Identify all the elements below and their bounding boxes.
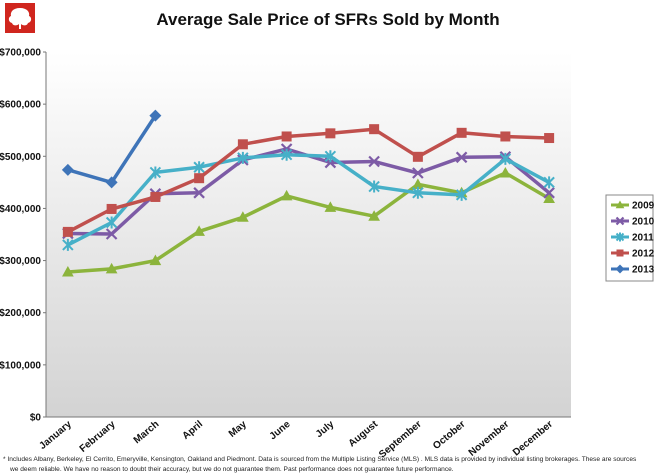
legend-label: 2012 xyxy=(632,249,655,260)
data-point xyxy=(105,228,118,240)
data-point xyxy=(412,167,424,179)
legend-item-2009: 2009 xyxy=(611,200,655,212)
data-point xyxy=(237,211,249,222)
data-point xyxy=(543,192,555,204)
data-point xyxy=(105,216,118,229)
data-point xyxy=(544,133,555,144)
data-point xyxy=(193,225,205,236)
data-point xyxy=(324,150,337,163)
data-point xyxy=(412,186,424,199)
data-point xyxy=(149,109,162,122)
data-point xyxy=(615,216,625,226)
y-axis-ticks: $0 $100,000 $200,000 $300,000 $400,000 $500,0… xyxy=(0,48,46,424)
x-tick-label: March xyxy=(132,419,162,446)
legend-item-2013: 2013 xyxy=(611,264,655,276)
data-point xyxy=(500,131,511,142)
x-tick-label: August xyxy=(347,418,381,449)
y-tick-label: $200,000 xyxy=(0,308,41,319)
x-tick-label: November xyxy=(467,419,512,459)
data-point xyxy=(150,191,161,202)
tree-logo-icon xyxy=(5,3,35,33)
data-point xyxy=(368,155,380,168)
footnote-line-1: * Includes Albany, Berkeley, El Cerrito,… xyxy=(3,456,637,463)
data-point xyxy=(105,176,118,189)
series-line-2012 xyxy=(67,127,550,234)
data-point xyxy=(281,131,292,142)
footnote-line-2: we deem reliable. We have no reason to d… xyxy=(9,466,454,473)
legend-item-2010: 2010 xyxy=(611,217,655,228)
legend-label: 2011 xyxy=(632,233,654,244)
x-axis-ticks: January February March April May June July Augu… xyxy=(37,418,555,460)
data-point xyxy=(324,201,337,212)
x-tick-label: December xyxy=(511,419,555,459)
data-point xyxy=(499,166,512,178)
data-point xyxy=(193,161,205,174)
data-point xyxy=(62,226,73,237)
x-tick-label: April xyxy=(181,419,206,442)
series-line-2011 xyxy=(67,152,550,247)
y-tick-label: $100,000 xyxy=(0,360,41,371)
legend-item-2012: 2012 xyxy=(611,249,655,260)
chart-title: Average Sale Price of SFRs Sold by Month xyxy=(156,10,499,29)
y-tick-label: $600,000 xyxy=(0,100,41,111)
data-point xyxy=(369,124,380,135)
data-point xyxy=(456,127,467,138)
data-point xyxy=(616,249,624,257)
data-point xyxy=(149,166,162,179)
x-tick-label: May xyxy=(227,419,249,440)
data-point xyxy=(499,152,512,165)
legend-label: 2013 xyxy=(632,265,655,276)
data-point xyxy=(62,266,74,277)
y-tick-label: $700,000 xyxy=(0,48,41,59)
legend-item-2011: 2011 xyxy=(611,232,654,244)
data-point xyxy=(615,232,625,242)
legend: 2009 2010 2011 2012 2013 xyxy=(605,194,655,282)
legend-label: 2010 xyxy=(632,217,655,228)
data-point xyxy=(237,139,248,150)
data-point xyxy=(106,203,117,214)
y-tick-label: $0 xyxy=(30,413,42,424)
data-point xyxy=(280,189,293,201)
series-2012 xyxy=(62,124,555,237)
x-tick-label: September xyxy=(377,419,424,461)
data-point xyxy=(105,262,118,274)
data-point xyxy=(194,173,205,184)
y-tick-label: $400,000 xyxy=(0,204,41,215)
series-2011 xyxy=(62,148,555,251)
plot-area xyxy=(46,52,571,417)
data-point xyxy=(193,187,205,199)
series-group xyxy=(61,109,555,277)
x-tick-label: February xyxy=(78,419,118,455)
data-point xyxy=(455,188,468,201)
x-tick-label: October xyxy=(431,419,468,452)
data-point xyxy=(368,180,380,193)
x-tick-label: June xyxy=(268,419,293,443)
data-point xyxy=(325,128,336,139)
data-point xyxy=(280,148,293,161)
data-point xyxy=(61,163,74,176)
legend-label: 2009 xyxy=(632,201,655,212)
data-point xyxy=(149,254,162,266)
data-point xyxy=(615,200,625,209)
x-tick-label: January xyxy=(37,419,74,452)
data-point xyxy=(543,187,555,199)
data-point xyxy=(412,151,423,162)
series-2013 xyxy=(61,109,162,189)
y-tick-label: $300,000 xyxy=(0,256,41,267)
data-point xyxy=(62,238,74,251)
data-point xyxy=(455,151,468,164)
x-tick-label: July xyxy=(314,419,337,441)
y-tick-label: $500,000 xyxy=(0,152,41,163)
data-point xyxy=(368,210,380,221)
data-point xyxy=(615,264,625,274)
data-point xyxy=(543,176,555,189)
data-point xyxy=(237,151,249,164)
